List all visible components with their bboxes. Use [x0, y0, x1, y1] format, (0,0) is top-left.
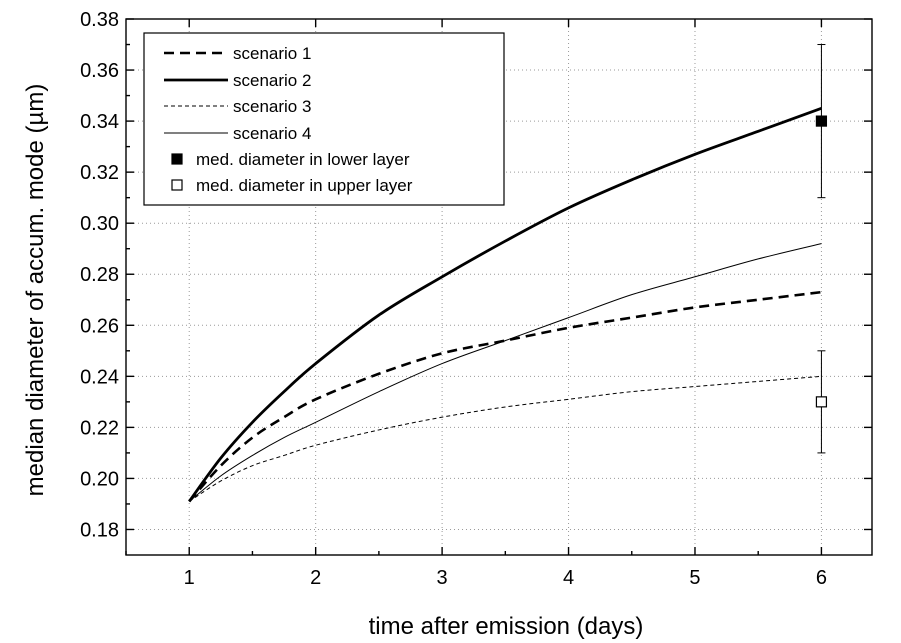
legend-label-4: scenario 4	[233, 124, 311, 143]
x-tick-label: 2	[310, 567, 321, 589]
axes	[125, 18, 873, 556]
series-line-3	[188, 375, 822, 502]
series-line-1	[188, 290, 822, 503]
y-tick-label: 0.30	[80, 213, 119, 235]
legend-box	[143, 32, 505, 206]
x-tick-label: 4	[563, 567, 574, 589]
legend-marker-1	[171, 153, 183, 165]
y-tick-label: 0.22	[80, 417, 119, 439]
legend: scenario 1 scenario 2 scenario 3 scenario 4…	[143, 32, 505, 206]
legend-label-2: scenario 2	[233, 71, 311, 90]
y-tick-label: 0.20	[80, 468, 119, 490]
series-line-2	[188, 107, 822, 503]
legend-point-label-1: med. diameter in lower layer	[196, 150, 410, 169]
tick-labels: 1 2 3 4 5 6 0.18 0.20 0.22 0.24 0.26 0.28 0.30 0.32 0.…	[80, 9, 827, 589]
y-tick-label: 0.24	[80, 366, 119, 388]
points-layer	[815, 44, 828, 454]
y-tick-label: 0.26	[80, 315, 119, 337]
x-tick-label: 6	[816, 567, 827, 589]
y-tick-label: 0.34	[80, 111, 119, 133]
legend-label-3: scenario 3	[233, 97, 311, 116]
legend-point-label-2: med. diameter in upper layer	[196, 176, 413, 195]
y-tick-label: 0.36	[80, 60, 119, 82]
legend-label-1: scenario 1	[233, 44, 311, 63]
plot-frame	[125, 18, 873, 556]
x-axis-title: time after emission (days)	[369, 613, 644, 640]
data-point-2	[815, 396, 828, 408]
y-tick-label: 0.18	[80, 519, 119, 541]
x-tick-label: 5	[689, 567, 700, 589]
series-layer	[188, 107, 822, 503]
y-tick-label: 0.32	[80, 162, 119, 184]
legend-marker-2	[171, 179, 183, 191]
data-point-1	[815, 115, 828, 127]
x-tick-label: 1	[184, 567, 195, 589]
y-tick-label: 0.38	[80, 9, 119, 31]
y-tick-label: 0.28	[80, 264, 119, 286]
series-line-4	[188, 243, 822, 502]
y-axis-title: median diameter of accum. mode (µm)	[22, 84, 49, 497]
x-tick-label: 3	[437, 567, 448, 589]
